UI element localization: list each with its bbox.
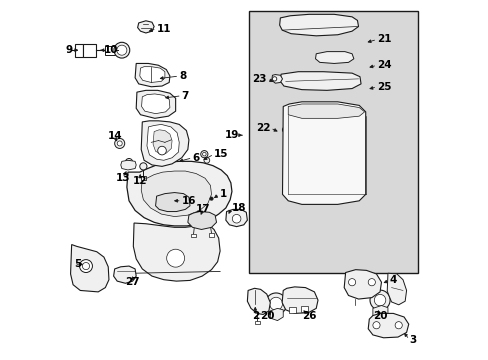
Polygon shape <box>279 14 358 36</box>
Text: 2: 2 <box>251 311 258 321</box>
Circle shape <box>372 321 379 329</box>
Text: 9: 9 <box>65 45 72 55</box>
Text: 6: 6 <box>192 153 199 163</box>
Polygon shape <box>270 309 283 320</box>
Text: 3: 3 <box>408 334 416 345</box>
Polygon shape <box>136 90 175 118</box>
Polygon shape <box>247 288 270 315</box>
Polygon shape <box>121 160 136 170</box>
Circle shape <box>114 42 129 58</box>
Polygon shape <box>271 75 282 83</box>
Polygon shape <box>135 63 169 87</box>
Polygon shape <box>315 51 353 63</box>
Bar <box>191 234 196 237</box>
Polygon shape <box>372 306 387 319</box>
Text: 4: 4 <box>389 275 396 285</box>
Text: 24: 24 <box>376 60 391 70</box>
Bar <box>140 176 146 180</box>
Circle shape <box>265 293 286 315</box>
Circle shape <box>115 138 124 148</box>
Text: 1: 1 <box>219 189 226 199</box>
Text: 25: 25 <box>376 82 391 92</box>
Text: 20: 20 <box>372 311 386 321</box>
Polygon shape <box>280 72 360 90</box>
Circle shape <box>373 294 385 306</box>
Circle shape <box>202 152 206 156</box>
Polygon shape <box>142 94 169 114</box>
Text: 20: 20 <box>260 311 274 321</box>
Text: 12: 12 <box>132 176 147 186</box>
Circle shape <box>127 160 131 164</box>
Text: 26: 26 <box>301 311 316 320</box>
Bar <box>289 307 295 313</box>
Circle shape <box>284 129 286 131</box>
Polygon shape <box>113 266 136 283</box>
Text: 7: 7 <box>182 91 189 101</box>
Polygon shape <box>141 171 211 217</box>
Circle shape <box>80 260 92 273</box>
Bar <box>104 46 115 55</box>
Text: 16: 16 <box>182 196 196 206</box>
Text: 27: 27 <box>125 277 140 287</box>
Polygon shape <box>141 121 188 166</box>
Polygon shape <box>344 270 381 299</box>
Polygon shape <box>367 314 408 338</box>
Polygon shape <box>187 212 216 229</box>
Text: 13: 13 <box>115 173 129 183</box>
Polygon shape <box>137 21 154 33</box>
Circle shape <box>117 45 126 55</box>
Polygon shape <box>225 210 247 226</box>
Polygon shape <box>133 223 220 281</box>
Circle shape <box>140 163 147 170</box>
Circle shape <box>209 197 213 201</box>
Polygon shape <box>282 102 365 204</box>
Polygon shape <box>70 244 109 292</box>
Circle shape <box>272 77 276 81</box>
Circle shape <box>367 279 375 286</box>
Text: 19: 19 <box>224 130 239 140</box>
Circle shape <box>125 158 132 166</box>
Polygon shape <box>140 67 164 82</box>
Polygon shape <box>155 193 190 212</box>
Text: 10: 10 <box>104 45 118 55</box>
Polygon shape <box>126 161 231 226</box>
Polygon shape <box>282 287 317 314</box>
Text: 18: 18 <box>231 203 245 213</box>
Text: 22: 22 <box>255 123 270 133</box>
Circle shape <box>348 279 355 286</box>
Bar <box>249 12 418 273</box>
Text: 14: 14 <box>107 131 122 141</box>
Bar <box>75 44 83 57</box>
Polygon shape <box>287 104 364 118</box>
Polygon shape <box>386 273 406 305</box>
Text: 5: 5 <box>74 259 81 269</box>
Circle shape <box>269 297 282 310</box>
Bar <box>301 306 307 312</box>
Bar <box>83 44 96 57</box>
Circle shape <box>282 127 287 133</box>
Circle shape <box>82 262 89 270</box>
Text: 11: 11 <box>156 24 171 34</box>
Polygon shape <box>153 130 172 154</box>
Bar <box>209 233 214 237</box>
Circle shape <box>232 215 241 223</box>
Text: 23: 23 <box>252 74 266 84</box>
Circle shape <box>369 290 389 310</box>
Circle shape <box>394 321 402 329</box>
Text: 8: 8 <box>179 71 186 81</box>
Circle shape <box>203 157 209 163</box>
Circle shape <box>201 150 207 158</box>
Text: 21: 21 <box>376 35 391 44</box>
Text: 15: 15 <box>214 149 228 159</box>
Text: 17: 17 <box>196 204 210 214</box>
Polygon shape <box>147 125 179 160</box>
Circle shape <box>166 249 184 267</box>
Circle shape <box>158 146 166 155</box>
Bar <box>254 320 260 324</box>
Circle shape <box>117 141 122 146</box>
